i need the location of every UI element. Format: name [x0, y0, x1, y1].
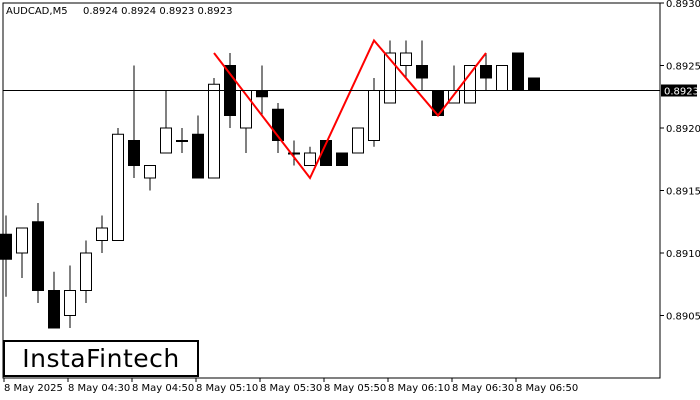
current-price-marker: 0.8923: [661, 84, 699, 98]
x-tick-label: 8 May 06:10: [388, 383, 450, 394]
candle-body-bullish: [64, 290, 76, 316]
candle-body-bearish: [336, 152, 348, 166]
y-tick-label: 0.8915: [666, 187, 700, 198]
candle: [192, 115, 204, 179]
candle-body-bullish: [176, 140, 188, 142]
current-price-box: [661, 84, 697, 97]
candle-body-bearish: [128, 140, 140, 166]
candle-body-bullish: [96, 227, 108, 241]
candle-body-bullish: [160, 127, 172, 154]
candle: [272, 103, 284, 153]
candle: [144, 165, 156, 191]
logo: InstaFintech: [3, 340, 199, 377]
x-tick-label: 8 May 05:50: [324, 383, 386, 394]
candle-body-bearish: [512, 52, 524, 91]
y-tick-label: 0.8905: [666, 312, 700, 323]
y-tick-label: 0.8925: [666, 62, 700, 73]
candle-body-bullish: [368, 90, 380, 141]
candles-layer: [0, 40, 540, 329]
candle-body-bearish: [528, 77, 540, 91]
candle: [336, 152, 348, 166]
candle-body-bullish: [304, 152, 316, 166]
candle: [496, 65, 508, 91]
candle: [96, 215, 108, 253]
x-tick-label: 8 May 06:50: [516, 383, 578, 394]
chart-header-ohlc: 0.8924 0.8924 0.8923 0.8923: [83, 6, 233, 17]
y-tick-label: 0.8930: [666, 0, 700, 10]
candle-body-bearish: [192, 133, 204, 179]
candle: [32, 203, 44, 303]
pattern-layer: [213, 38, 487, 180]
candle-body-bearish: [272, 108, 284, 141]
candle-body-bullish: [496, 65, 508, 91]
candle: [512, 52, 524, 91]
candle: [160, 90, 172, 154]
x-tick-label: 8 May 05:30: [260, 383, 322, 394]
y-tick-label: 0.8920: [666, 124, 700, 135]
candle-body-bullish: [464, 65, 476, 104]
candle-body-bullish: [112, 133, 124, 241]
x-tick-label: 8 May 05:10: [196, 383, 258, 394]
candle-body-bearish: [256, 90, 268, 98]
candle-body-bullish: [384, 52, 396, 104]
candle: [288, 140, 300, 166]
plot-frame: [2, 2, 661, 379]
candle: [48, 271, 60, 329]
candle-body-bullish: [80, 252, 92, 291]
candle-body-bullish: [352, 127, 364, 154]
current-price-label: 0.8923: [664, 87, 699, 98]
candle: [176, 128, 188, 153]
x-tick-label: 8 May 2025: [4, 383, 63, 394]
double-top-pattern-line: [213, 38, 487, 180]
chart-header-symbol: AUDCAD,M5: [6, 6, 68, 17]
y-tick-label: 0.8910: [666, 249, 700, 260]
logo-text: InstaFintech: [22, 344, 180, 373]
candle: [64, 265, 76, 328]
candle: [304, 146, 316, 166]
x-tick-label: 8 May 06:30: [452, 383, 514, 394]
candle: [0, 215, 12, 297]
candle: [112, 128, 124, 241]
candle-body-bullish: [16, 227, 28, 254]
candle-body-bearish: [416, 65, 428, 79]
candle: [128, 65, 140, 178]
candle: [528, 77, 540, 91]
candle: [208, 78, 220, 179]
candle: [464, 65, 476, 104]
candle-body-bullish: [144, 165, 156, 179]
candle-body-bullish: [288, 152, 300, 155]
candle-body-bearish: [32, 221, 44, 291]
candle-body-bearish: [320, 140, 332, 166]
y-axis: 0.8905 0.8910 0.8915 0.8920 0.8925 0.8930: [660, 0, 700, 323]
candle-body-bullish: [400, 52, 412, 66]
candle: [400, 40, 412, 78]
x-axis: 8 May 2025 8 May 04:30 8 May 04:50 8 May 05…: [3, 378, 578, 394]
x-tick-label: 8 May 04:30: [68, 383, 130, 394]
candle-body-bearish: [48, 290, 60, 329]
candle: [384, 40, 396, 104]
x-tick-label: 8 May 04:50: [132, 383, 194, 394]
candle: [480, 53, 492, 91]
candle: [352, 127, 364, 154]
candle: [80, 240, 92, 303]
candle-body-bullish: [208, 83, 220, 179]
candle: [416, 40, 428, 91]
candle-body-bearish: [0, 233, 12, 260]
candle-body-bearish: [480, 65, 492, 79]
candle: [16, 227, 28, 278]
